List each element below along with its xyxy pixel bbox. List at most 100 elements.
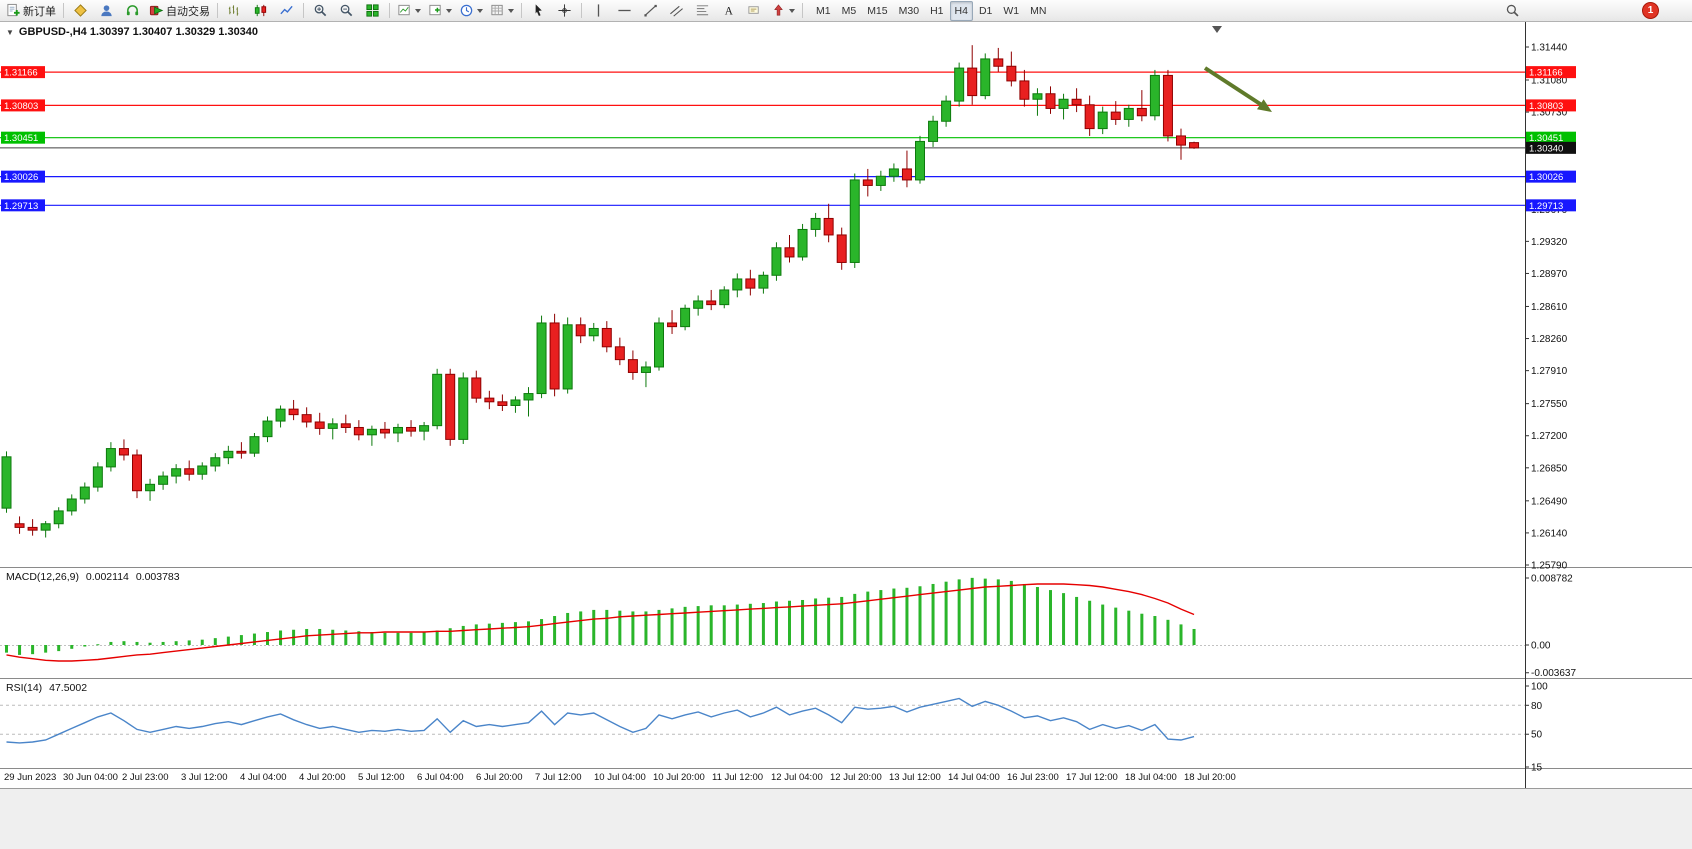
zoom-out-button[interactable]	[334, 0, 359, 21]
candle-body	[810, 217, 821, 230]
time-tick-label: 5 Jul 12:00	[358, 772, 405, 783]
candle-body	[249, 436, 260, 454]
timeframe-button-M15[interactable]: M15	[867, 4, 888, 17]
macd-histogram-bar	[644, 611, 648, 645]
trendline-button[interactable]	[638, 0, 663, 21]
chevron-down-icon	[789, 8, 795, 13]
profile-button[interactable]	[94, 0, 119, 21]
time-tick-label: 17 Jul 12:00	[1066, 772, 1118, 783]
text-label-button[interactable]	[742, 0, 767, 21]
candle-body	[654, 322, 664, 368]
toolbar-separator	[521, 3, 522, 18]
macd-histogram-bar	[1127, 610, 1131, 645]
candle-body	[954, 67, 965, 102]
macd-axis-label: -0.003637	[1531, 668, 1576, 679]
notification-badge[interactable]: 1	[1642, 2, 1659, 19]
search-button[interactable]	[1500, 0, 1525, 21]
arrows-button[interactable]	[768, 0, 798, 21]
price-badge-left: 1.30803	[1, 99, 45, 112]
macd-histogram-bar	[461, 625, 465, 645]
macd-histogram-bar	[683, 606, 687, 645]
timeframe-button-H4[interactable]: H4	[949, 0, 973, 21]
candle-body	[1162, 74, 1173, 137]
timeframe-button-H1[interactable]: H1	[930, 4, 944, 17]
svg-text:1.30451: 1.30451	[1529, 133, 1563, 144]
time-tick-label: 4 Jul 20:00	[299, 772, 346, 783]
macd-histogram-bar	[1062, 593, 1066, 645]
macd-histogram-bar	[122, 641, 126, 645]
channel-button[interactable]	[664, 0, 689, 21]
timeframe-button-M5[interactable]: M5	[841, 4, 857, 17]
horizontal-line-button[interactable]	[612, 0, 637, 21]
crosshair-button[interactable]	[552, 0, 577, 21]
timeframe-button-D1[interactable]: D1	[978, 4, 993, 17]
cursor-button[interactable]	[526, 0, 551, 21]
new-order-button[interactable]: 新订单	[3, 0, 59, 21]
macd-histogram-bar	[957, 579, 961, 645]
macd-histogram-bar	[1179, 624, 1183, 645]
chart-shift-marker-icon[interactable]	[1212, 26, 1222, 33]
autotrading-button[interactable]: 自动交易	[146, 0, 213, 21]
fibonacci-button[interactable]	[690, 0, 715, 21]
candle-body	[236, 450, 247, 454]
macd-histogram-bar	[18, 645, 22, 655]
timeframe-button-M30[interactable]: M30	[898, 4, 920, 17]
macd-histogram-bar	[918, 586, 922, 645]
candle-body	[1, 456, 12, 509]
candle-body	[836, 234, 847, 263]
zoom-in-button[interactable]	[308, 0, 333, 21]
macd-histogram-bar	[566, 612, 570, 645]
market-watch-button[interactable]	[68, 0, 93, 21]
chevron-down-icon	[415, 8, 421, 13]
new-chart-button[interactable]	[394, 0, 424, 21]
price-tick-label: 1.28610	[1531, 302, 1568, 313]
rsi-axis-label: 100	[1531, 682, 1548, 693]
candle-body	[549, 322, 560, 390]
candle-body	[1097, 111, 1108, 130]
candle-body	[928, 120, 939, 142]
tile-windows-button[interactable]	[360, 0, 385, 21]
macd-histogram-bar	[827, 597, 831, 645]
time-axis[interactable]: 29 Jun 2023 30 Jun 04:00 2 Jul 23:00 3 Jul …	[0, 769, 1525, 788]
chart-window[interactable]: 1.314401.310801.307301.303701.300201.296…	[0, 22, 1692, 849]
templates-button[interactable]	[487, 0, 517, 21]
text-button[interactable]: A	[716, 0, 741, 21]
candle-body	[993, 58, 1004, 67]
macd-histogram-bar	[487, 623, 491, 645]
toolbar-separator	[802, 3, 803, 18]
periods-button[interactable]	[456, 0, 486, 21]
text-label-icon	[748, 6, 759, 14]
sounds-button[interactable]	[120, 0, 145, 21]
timeframe-button-M1[interactable]: M1	[816, 4, 831, 17]
macd-signal-value: 0.003783	[135, 571, 180, 583]
indicators-button[interactable]	[425, 0, 455, 21]
macd-histogram-bar	[96, 644, 100, 646]
candle-body	[210, 457, 221, 467]
chevron-down-icon	[477, 8, 483, 13]
collapse-ohlc-icon[interactable]: ▼	[6, 27, 14, 37]
headset-icon	[126, 5, 139, 16]
bar-chart-button[interactable]	[222, 0, 247, 21]
macd-histogram-bar	[1049, 590, 1052, 645]
candle-body	[1110, 111, 1121, 120]
macd-histogram-bar	[5, 645, 8, 653]
candle-body	[353, 426, 364, 436]
toolbar-separator	[389, 3, 390, 18]
candlestick-chart-button[interactable]	[248, 0, 273, 21]
new-order-label: 新订单	[23, 5, 56, 18]
candle-body	[823, 217, 834, 236]
line-chart-button[interactable]	[274, 0, 299, 21]
timeframe-button-W1[interactable]: W1	[1003, 4, 1020, 17]
chart-canvas[interactable]: 1.314401.310801.307301.303701.300201.296…	[0, 22, 1692, 849]
timeframe-button-MN[interactable]: MN	[1030, 4, 1047, 17]
candle-body	[1032, 93, 1043, 100]
macd-histogram-bar	[631, 611, 635, 645]
autotrading-icon	[149, 5, 164, 16]
candle-body	[40, 523, 51, 531]
trendline-icon	[644, 4, 657, 17]
macd-histogram-bar	[448, 628, 452, 645]
trend-arrow[interactable]	[1203, 66, 1263, 107]
vertical-line-button[interactable]	[586, 0, 611, 21]
macd-histogram-bar	[696, 606, 700, 645]
candle-body	[1176, 135, 1186, 146]
